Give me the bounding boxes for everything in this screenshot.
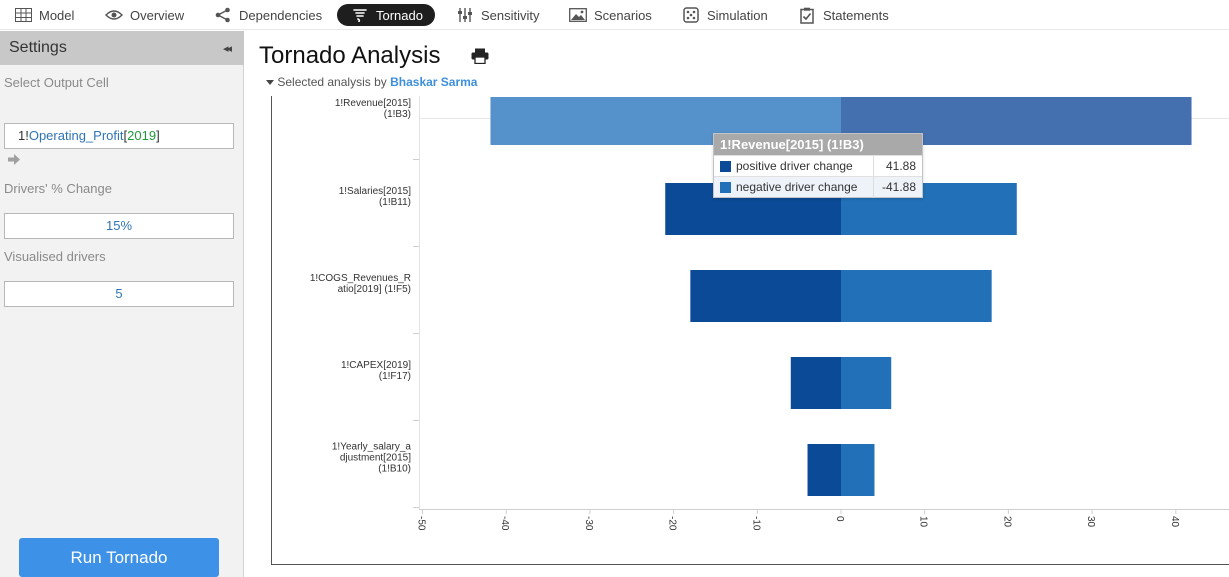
x-tick-label: -40 <box>499 516 510 531</box>
nav-model-label: Model <box>39 7 75 23</box>
x-tick-label: 40 <box>1169 516 1180 528</box>
y-tick-label: 1!Revenue[2015] <box>335 98 411 109</box>
nav-overview-label: Overview <box>130 7 185 23</box>
tornado-icon <box>351 7 369 23</box>
nav-simulation-label: Simulation <box>707 7 768 23</box>
nav-tornado-label: Tornado <box>376 7 423 23</box>
nav-model[interactable]: Model <box>14 0 74 30</box>
tooltip-value: -41.88 <box>881 180 916 194</box>
x-tick-label: -20 <box>667 516 678 531</box>
print-icon[interactable] <box>471 48 489 69</box>
chart-tooltip: 1!Revenue[2015] (1!B3) positive driver c… <box>713 133 923 198</box>
clipboard-check-icon <box>798 7 816 24</box>
x-tick-label: -10 <box>750 516 761 531</box>
run-tornado-button[interactable]: Run Tornado <box>19 538 219 577</box>
y-tick-label: (1!F17) <box>379 371 411 382</box>
output-cell-value: 1!Operating_Profit[2019] <box>18 128 160 143</box>
nav-statements-label: Statements <box>823 7 889 23</box>
output-cell-prefix: 1! <box>18 128 29 143</box>
dice-icon <box>682 7 700 23</box>
page-title: Tornado Analysis <box>259 42 441 69</box>
visualised-drivers-input[interactable]: 5 <box>4 281 234 307</box>
sidebar-title: Settings <box>9 39 67 56</box>
nav-sensitivity-label: Sensitivity <box>481 7 540 23</box>
output-cell-bracket-open: [ <box>123 128 128 143</box>
y-tick-label: (1!B3) <box>384 109 411 120</box>
tooltip-label: positive driver change <box>736 159 853 173</box>
bar-positive <box>841 270 992 322</box>
tooltip-row: positive driver change 41.88 <box>714 155 922 177</box>
sidebar-header: Settings ◂◂ <box>0 31 244 65</box>
drivers-change-input[interactable]: 15% <box>4 213 234 239</box>
tooltip-value: 41.88 <box>885 159 916 173</box>
nav-scenarios-label: Scenarios <box>594 7 652 23</box>
x-tick-label: 20 <box>1001 516 1012 528</box>
subtitle-prefix: Selected analysis by <box>277 75 387 89</box>
bar-positive <box>841 357 892 409</box>
tooltip-row: negative driver change -41.88 <box>714 176 922 198</box>
y-tick-label: (1!B11) <box>379 197 411 208</box>
x-tick-label: -30 <box>583 516 594 531</box>
tooltip-swatch <box>720 161 731 172</box>
x-tick-label: 10 <box>918 516 929 528</box>
image-icon <box>569 7 587 23</box>
nav-overview[interactable]: Overview <box>105 0 184 30</box>
y-tick-label: 1!Yearly_salary_a <box>332 442 412 453</box>
x-tick-label: 0 <box>834 516 845 522</box>
visualised-drivers-label: Visualised drivers <box>4 249 106 264</box>
y-tick-label: (1!B10) <box>378 464 411 475</box>
y-tick-label: 1!CAPEX[2019] <box>341 360 411 371</box>
author-link[interactable]: Bhaskar Sarma <box>390 75 478 89</box>
nav-sensitivity[interactable]: Sensitivity <box>456 0 540 30</box>
eye-icon <box>105 7 123 23</box>
bar-negative <box>807 444 841 496</box>
y-tick-label: 1!Salaries[2015] <box>339 186 411 197</box>
drivers-change-label: Drivers' % Change <box>4 181 112 196</box>
bar-negative <box>690 270 841 322</box>
output-cell-bracket-close: ] <box>156 128 160 143</box>
x-tick-label: -50 <box>416 516 427 531</box>
y-tick-label: djustment[2015] <box>340 453 411 464</box>
tooltip-swatch <box>720 182 731 193</box>
settings-sidebar: Settings ◂◂ Select Output Cell 1!Operati… <box>0 31 244 577</box>
collapse-icon[interactable]: ◂◂ <box>222 43 232 55</box>
bar-negative <box>790 357 841 409</box>
tooltip-divider <box>873 177 874 198</box>
analysis-subtitle: Selected analysis by Bhaskar Sarma <box>266 75 477 89</box>
nav-statements[interactable]: Statements <box>798 0 889 30</box>
y-tick-label: 1!COGS_Revenues_R <box>310 273 411 284</box>
sliders-icon <box>456 7 474 23</box>
tooltip-divider <box>873 156 874 177</box>
output-cell-label: Select Output Cell <box>4 75 109 90</box>
nav-tornado[interactable]: Tornado <box>337 4 435 26</box>
nav-scenarios[interactable]: Scenarios <box>569 0 652 30</box>
nav-dependencies[interactable]: Dependencies <box>214 0 322 30</box>
grid-icon <box>14 7 32 23</box>
output-cell-year: 2019 <box>127 128 157 143</box>
tooltip-title: 1!Revenue[2015] (1!B3) <box>714 134 922 155</box>
output-cell-name: Operating_Profit <box>28 128 124 143</box>
caret-down-icon[interactable] <box>266 75 277 89</box>
arrow-right-icon[interactable] <box>8 152 20 170</box>
top-nav: Model Overview Dependencies Tornado Sens… <box>0 0 1229 30</box>
y-tick-label: atio[2019] (1!F5) <box>338 284 411 295</box>
x-tick-label: 30 <box>1085 516 1096 528</box>
nav-simulation[interactable]: Simulation <box>682 0 768 30</box>
tooltip-label: negative driver change <box>736 180 858 194</box>
share-icon <box>214 7 232 23</box>
nav-dependencies-label: Dependencies <box>239 7 323 23</box>
bar-positive <box>841 444 875 496</box>
output-cell-field[interactable]: 1!Operating_Profit[2019] <box>4 123 234 149</box>
